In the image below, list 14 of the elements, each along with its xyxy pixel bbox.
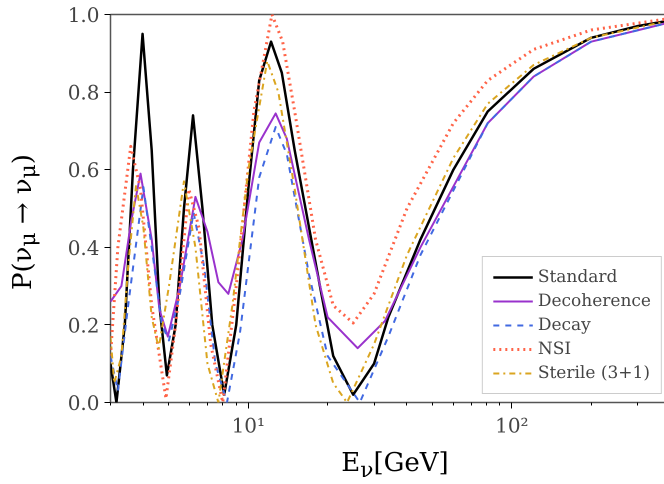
y-tick-label: 0.6 [68, 158, 100, 182]
y-tick-label: 0.8 [68, 80, 100, 105]
y-tick-label: 0.0 [68, 391, 100, 415]
legend-label: NSI [538, 339, 572, 359]
y-tick-label: 0.2 [68, 313, 100, 338]
x-axis-title: E$_{ν}$[GeV] [340, 447, 450, 484]
legend-label: Standard [538, 267, 618, 287]
x-tick-label: 10¹ [232, 414, 266, 438]
y-tick-label: 1.0 [68, 3, 100, 27]
x-tick-label: 10² [495, 414, 529, 438]
legend-label: Decay [538, 315, 591, 335]
legend-label: Decoherence [538, 291, 651, 311]
y-tick-label: 0.4 [68, 236, 100, 260]
legend-label: Sterile (3+1) [538, 363, 650, 383]
